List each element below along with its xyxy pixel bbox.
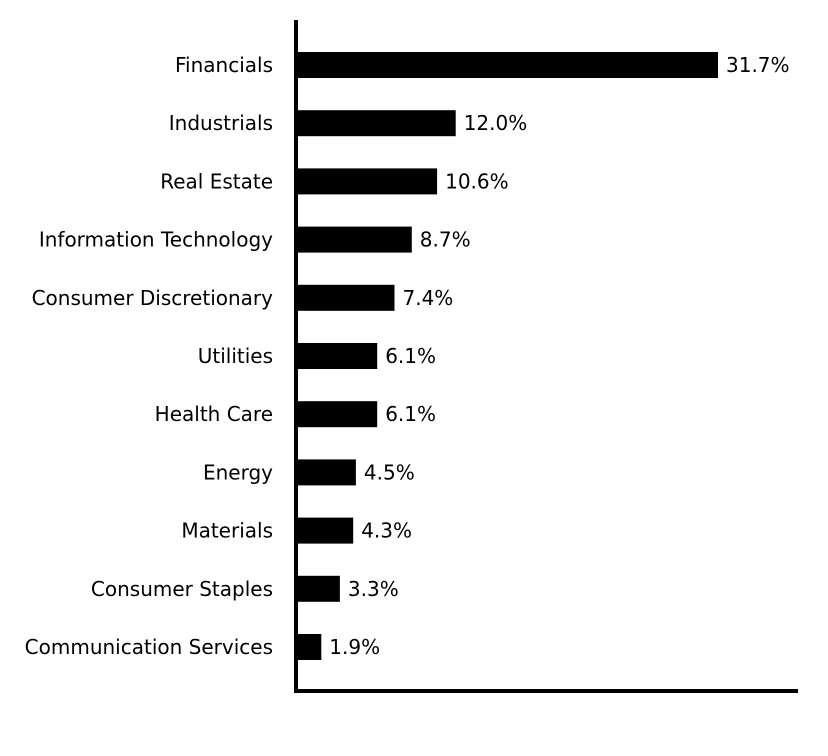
bar-real-estate: [296, 168, 438, 195]
value-label: 1.9%: [329, 635, 380, 659]
category-label: Industrials: [169, 111, 273, 135]
category-label: Utilities: [198, 344, 273, 368]
bar-consumer-staples: [296, 575, 340, 602]
value-label: 8.7%: [420, 228, 471, 252]
bar-financials: [296, 52, 718, 78]
category-label: Financials: [175, 53, 273, 77]
bar-consumer-discretionary: [296, 284, 395, 311]
bar-health-care: [296, 401, 378, 428]
value-label: 12.0%: [464, 111, 528, 135]
value-label: 4.3%: [361, 519, 412, 543]
value-label: 6.1%: [385, 344, 436, 368]
category-labels-group: Financials Industrials Real Estate Informat…: [25, 53, 273, 659]
bar-materials: [296, 517, 354, 544]
bars-group: [296, 52, 718, 660]
category-label: Real Estate: [160, 169, 273, 193]
value-label: 31.7%: [726, 53, 790, 77]
bar-energy: [296, 459, 356, 486]
value-label: 7.4%: [403, 286, 454, 310]
bar-utilities: [296, 343, 378, 369]
category-label: Materials: [181, 519, 273, 543]
bar-information-technology: [296, 226, 412, 253]
category-label: Health Care: [155, 402, 273, 426]
category-label: Information Technology: [39, 228, 273, 252]
category-label: Communication Services: [25, 635, 273, 659]
value-label: 10.6%: [445, 169, 509, 193]
value-label: 4.5%: [364, 460, 415, 484]
category-label: Consumer Staples: [91, 577, 273, 601]
value-labels-group: 31.7% 12.0% 10.6% 8.7% 7.4% 6.1% 6.1% 4.5% 4.3% 3…: [329, 53, 789, 659]
value-label: 3.3%: [348, 577, 399, 601]
bar-industrials: [296, 110, 456, 137]
bar-communication-services: [296, 634, 322, 660]
category-label: Energy: [203, 460, 273, 484]
category-label: Consumer Discretionary: [32, 286, 274, 310]
value-label: 6.1%: [385, 402, 436, 426]
